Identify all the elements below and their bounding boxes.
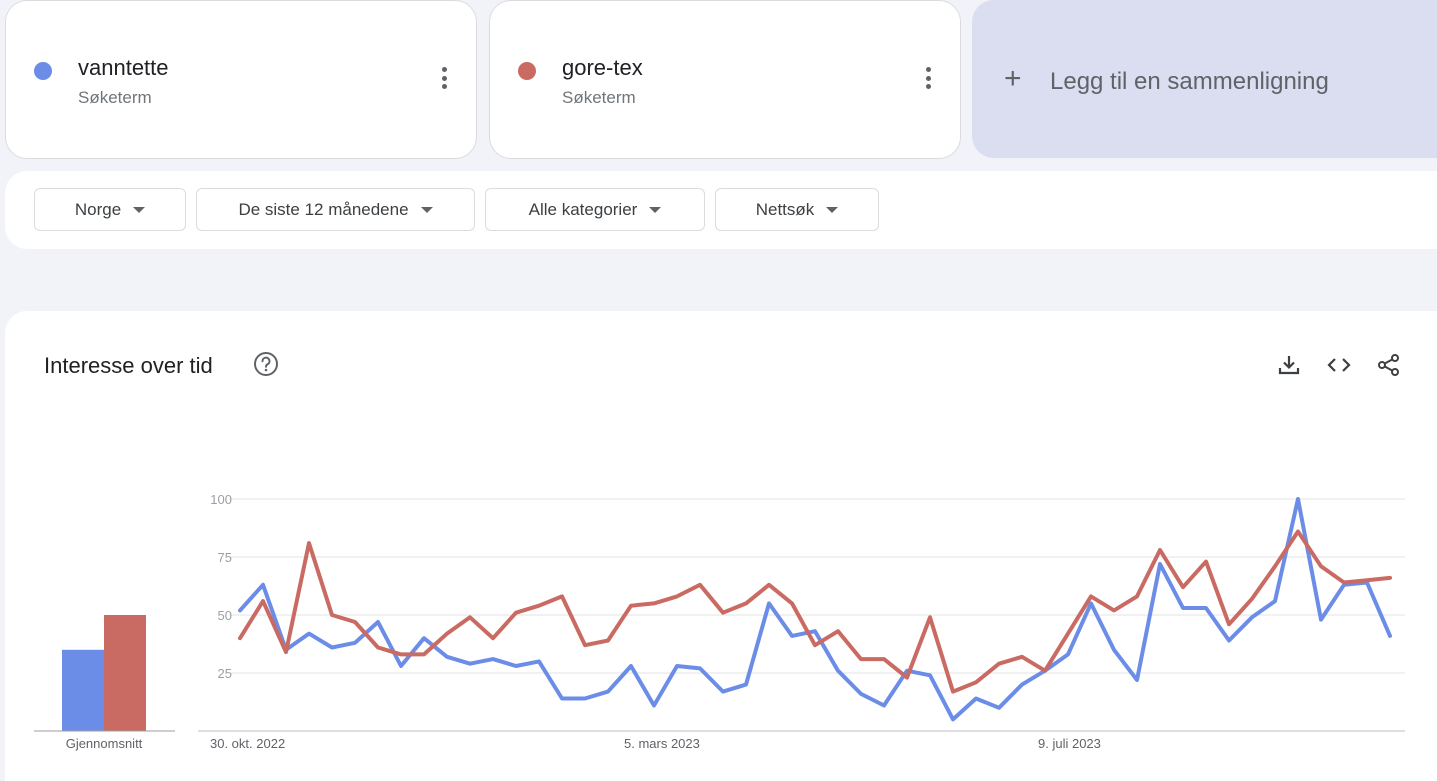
term-color-dot [518, 62, 536, 80]
caret-down-icon [826, 206, 839, 213]
add-comparison-button[interactable]: + Legg til en sammenligning [972, 0, 1437, 158]
term-subtitle: Søketerm [78, 88, 152, 107]
period-dropdown[interactable]: De siste 12 månedene [196, 188, 475, 231]
plus-icon: + [1004, 62, 1022, 95]
embed-code-icon[interactable] [1325, 352, 1353, 378]
caret-down-icon [133, 206, 146, 213]
add-comparison-label: Legg til en sammenligning [1050, 68, 1329, 95]
x-tick-label: 5. mars 2023 [624, 736, 700, 751]
average-bar-gore-tex [104, 615, 146, 731]
y-tick-label: 25 [218, 666, 232, 681]
average-label: Gjennomsnitt [66, 736, 143, 751]
y-tick-label: 75 [218, 550, 232, 565]
term-subtitle: Søketerm [562, 88, 636, 107]
region-value: Norge [74, 199, 122, 219]
search-type-value: Nettsøk [755, 199, 815, 219]
interest-over-time-card: Interesse over tid 100 75 50 25 30. okt. 202… [5, 311, 1437, 781]
period-value: De siste 12 månedene [238, 199, 409, 219]
term-name: gore-tex [562, 55, 643, 80]
term-card-gore-tex[interactable]: gore-tex Søketerm [489, 0, 961, 159]
y-tick-label: 50 [218, 608, 232, 623]
term-card-vanntette[interactable]: vanntette Søketerm [5, 0, 477, 159]
more-options-icon[interactable] [926, 67, 932, 93]
download-icon[interactable] [1276, 352, 1302, 378]
filter-bar: Norge De siste 12 månedene Alle kategori… [5, 171, 1437, 249]
average-bar-vanntette [62, 649, 104, 731]
caret-down-icon [420, 206, 433, 213]
more-options-icon[interactable] [442, 67, 448, 93]
x-tick-label: 30. okt. 2022 [210, 736, 285, 751]
interest-chart: 100 75 50 25 30. okt. 2022 5. mars 2023 9. jul… [34, 492, 1405, 751]
category-value: Alle kategorier [528, 199, 638, 219]
category-dropdown[interactable]: Alle kategorier [485, 188, 705, 231]
series-line-gore-tex [238, 529, 1392, 694]
share-icon[interactable] [1376, 352, 1402, 378]
x-tick-label: 9. juli 2023 [1038, 736, 1101, 751]
y-tick-label: 100 [210, 492, 232, 507]
term-color-dot [34, 62, 52, 80]
search-type-dropdown[interactable]: Nettsøk [715, 188, 879, 231]
region-dropdown[interactable]: Norge [34, 188, 186, 231]
caret-down-icon [649, 206, 662, 213]
series-line-vanntette [238, 497, 1392, 722]
chart-title: Interesse over tid [44, 353, 213, 378]
term-name: vanntette [78, 55, 169, 80]
help-icon[interactable] [252, 350, 280, 378]
